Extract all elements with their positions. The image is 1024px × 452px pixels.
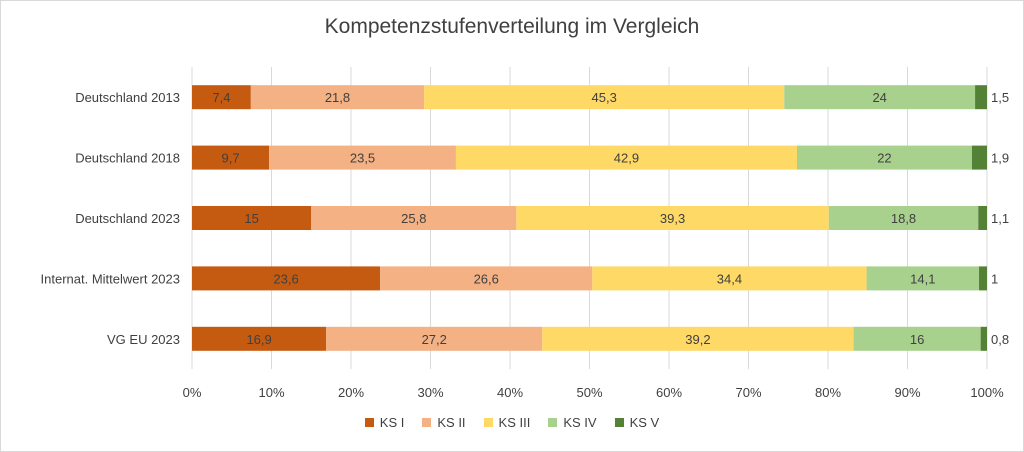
chart-title: Kompetenzstufenverteilung im Vergleich bbox=[324, 15, 700, 38]
bar-segment bbox=[455, 145, 797, 170]
data-label: 9,7 bbox=[222, 151, 240, 166]
legend-item: KS V bbox=[614, 415, 660, 430]
bar-segment bbox=[866, 266, 980, 291]
x-tick-label: 40% bbox=[497, 385, 523, 400]
bar-segment bbox=[853, 326, 981, 351]
category-label: Deutschland 2023 bbox=[75, 211, 180, 226]
legend-swatch bbox=[614, 418, 624, 427]
data-label: 42,9 bbox=[614, 151, 639, 166]
x-tick-label: 50% bbox=[576, 385, 602, 400]
data-label: 39,2 bbox=[685, 332, 710, 347]
bar-segment bbox=[784, 85, 976, 110]
bar-segment bbox=[250, 85, 425, 110]
data-label: 45,3 bbox=[592, 90, 617, 105]
bar-segment bbox=[592, 266, 867, 291]
bar-segment bbox=[828, 206, 979, 230]
bar-segment bbox=[975, 85, 987, 110]
x-tick-label: 30% bbox=[417, 385, 443, 400]
data-label: 18,8 bbox=[891, 211, 916, 226]
legend-item: KS II bbox=[422, 415, 466, 430]
x-tick-label: 90% bbox=[894, 385, 920, 400]
bar-segment bbox=[980, 326, 987, 351]
category-label: VG EU 2023 bbox=[107, 332, 180, 347]
data-label: 16,9 bbox=[246, 332, 271, 347]
data-label: 7,4 bbox=[212, 90, 230, 105]
bar-segment bbox=[192, 206, 312, 230]
data-label: 1,9 bbox=[991, 151, 1009, 166]
data-label: 1 bbox=[991, 271, 998, 286]
bar-segment bbox=[192, 326, 327, 351]
x-tick-label: 80% bbox=[815, 385, 841, 400]
x-tick-label: 70% bbox=[735, 385, 761, 400]
bar-segment bbox=[971, 145, 987, 170]
data-label: 0,8 bbox=[991, 332, 1009, 347]
bar-segment bbox=[326, 326, 543, 351]
bar-segment bbox=[192, 85, 251, 110]
legend-swatch bbox=[548, 418, 558, 427]
data-label: 34,4 bbox=[717, 271, 742, 286]
data-label: 1,1 bbox=[991, 211, 1009, 226]
data-label: 16 bbox=[910, 332, 924, 347]
x-tick-label: 0% bbox=[183, 385, 202, 400]
legend-item: KS III bbox=[483, 415, 531, 430]
bar-segment bbox=[269, 145, 456, 170]
data-label: 24 bbox=[872, 90, 886, 105]
legend-label: KS IV bbox=[563, 415, 597, 430]
data-label: 39,3 bbox=[660, 211, 685, 226]
data-label: 25,8 bbox=[401, 211, 426, 226]
legend-label: KS I bbox=[379, 415, 405, 430]
legend-swatch bbox=[422, 418, 432, 427]
data-label: 14,1 bbox=[910, 271, 935, 286]
x-tick-label: 60% bbox=[656, 385, 682, 400]
data-label: 15 bbox=[244, 211, 258, 226]
legend-swatch bbox=[483, 418, 493, 427]
bar-segment bbox=[311, 206, 517, 230]
legend-item: KS I bbox=[364, 415, 405, 430]
x-tick-label: 20% bbox=[338, 385, 364, 400]
category-label: Deutschland 2018 bbox=[75, 151, 180, 166]
data-label: 21,8 bbox=[325, 90, 350, 105]
legend-item: KS IV bbox=[548, 415, 597, 430]
category-label: Deutschland 2013 bbox=[75, 90, 180, 105]
data-label: 22 bbox=[877, 151, 891, 166]
category-label: Internat. Mittelwert 2023 bbox=[41, 271, 180, 286]
bar-segment bbox=[516, 206, 829, 230]
bar-segment bbox=[192, 145, 270, 170]
bar-segment bbox=[380, 266, 593, 291]
legend-label: KS II bbox=[437, 415, 466, 430]
data-label: 26,6 bbox=[474, 271, 499, 286]
legend-label: KS V bbox=[629, 415, 660, 430]
legend-label: KS III bbox=[498, 415, 531, 430]
x-tick-label: 10% bbox=[258, 385, 284, 400]
data-label: 23,6 bbox=[273, 271, 298, 286]
bar-segment bbox=[796, 145, 972, 170]
bar-segment bbox=[192, 266, 381, 291]
bar-segment bbox=[424, 85, 785, 110]
bar-segment bbox=[542, 326, 854, 351]
legend-swatch bbox=[364, 418, 374, 427]
data-label: 1,5 bbox=[991, 90, 1009, 105]
chart-legend: KS I KS II KS III KS IV KS V bbox=[1, 415, 1023, 430]
bar-segment bbox=[978, 206, 987, 230]
data-label: 23,5 bbox=[350, 151, 375, 166]
bar-segment bbox=[979, 266, 987, 291]
x-tick-label: 100% bbox=[970, 385, 1004, 400]
data-label: 27,2 bbox=[422, 332, 447, 347]
